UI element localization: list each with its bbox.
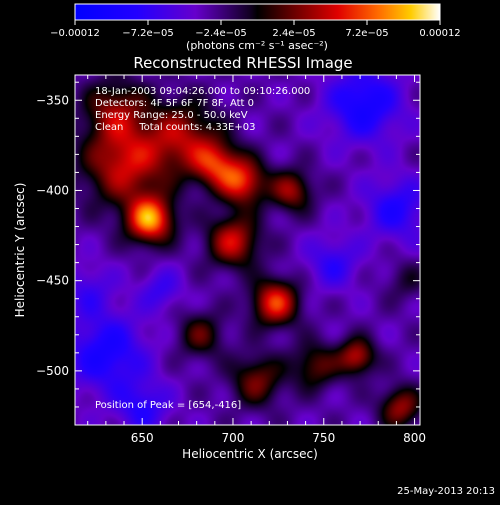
annotation-block: 18-Jan-2003 09:04:26.000 to 09:10:26.000…: [95, 86, 310, 133]
y-tick-label: −450: [36, 274, 69, 288]
y-axis-label: Heliocentric Y (arcsec): [13, 183, 27, 318]
peak-position-label: Position of Peak = [654,-416]: [95, 400, 241, 411]
y-tick-label: −350: [36, 93, 69, 107]
y-axis-ticks: −350 −400 −450 −500: [36, 81, 420, 426]
annotation-line: Energy Range: 25.0 - 50.0 keV: [95, 110, 248, 121]
colorbar-tick-label: 0.00012: [419, 28, 460, 39]
y-tick-label: −400: [36, 183, 69, 197]
y-tick-label: −500: [36, 364, 69, 378]
x-tick-label: 700: [222, 431, 245, 445]
colorbar-tick-label: −0.00012: [50, 28, 100, 39]
x-axis-label: Heliocentric X (arcsec): [182, 447, 318, 461]
x-axis-ticks: 650 700 750 800: [87, 75, 426, 445]
heatmap-image: [75, 75, 420, 425]
plot-frame: [74, 74, 421, 426]
annotation-line: Detectors: 4F 5F 6F 7F 8F, Att 0: [95, 98, 254, 109]
colorbar-tick-labels: −0.00012 −7.2e−05 −2.4e−05 2.4e−05 7.2e−05 0.…: [50, 28, 461, 39]
colorbar-tick-label: −7.2e−05: [122, 28, 174, 39]
chart-title: Reconstructed RHESSI Image: [133, 54, 352, 72]
x-tick-label: 800: [403, 431, 426, 445]
footer-timestamp: 25-May-2013 20:13: [397, 486, 495, 497]
colorbar-tick-label: 2.4e−05: [272, 28, 315, 39]
annotation-line: 18-Jan-2003 09:04:26.000 to 09:10:26.000: [95, 86, 310, 97]
x-tick-label: 750: [312, 431, 335, 445]
colorbar-tick-label: −2.4e−05: [195, 28, 247, 39]
colorbar-ticks: [74, 20, 441, 25]
x-tick-label: 650: [131, 431, 154, 445]
colorbar-tick-label: 7.2e−05: [345, 28, 388, 39]
colorbar-units-label: (photons cm⁻² s⁻¹ asec⁻²): [186, 39, 328, 52]
colorbar: [74, 3, 441, 21]
annotation-line: Clean Total counts: 4.33E+03: [95, 122, 255, 133]
